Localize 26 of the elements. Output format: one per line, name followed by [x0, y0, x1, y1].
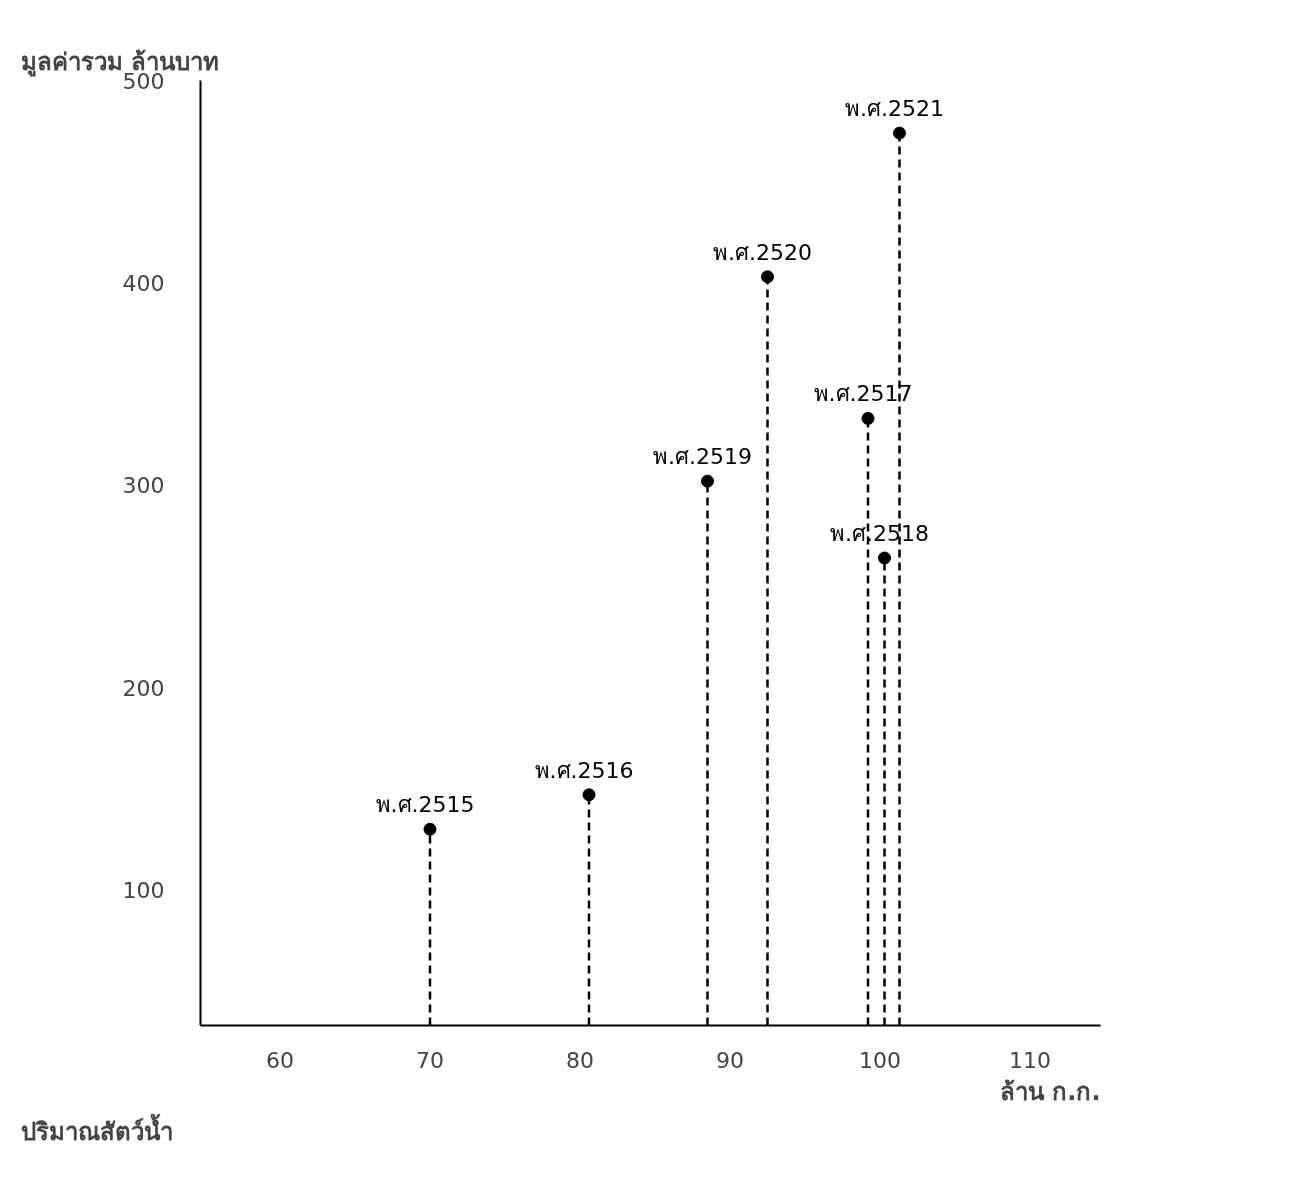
- x-tick-label: 110: [1009, 1047, 1051, 1073]
- point: [893, 126, 906, 140]
- data-label: พ.ศ.2519: [653, 444, 752, 470]
- x-axis-title: ปริมาณสัตว์น้ำ: [20, 1112, 173, 1146]
- y-tick-label: 100: [122, 877, 165, 903]
- x-tick-label: 60: [266, 1047, 294, 1073]
- point: [582, 788, 596, 802]
- y-tick-label: 400: [122, 270, 165, 296]
- point: [423, 822, 437, 836]
- point: [861, 411, 875, 425]
- y-tick-label: 300: [122, 473, 165, 499]
- data-label: พ.ศ.2520: [713, 239, 812, 265]
- point: [878, 551, 891, 565]
- x-tick-label: 100: [859, 1047, 901, 1073]
- x-tick-label: 90: [716, 1047, 744, 1073]
- y-tick-label: 200: [122, 675, 165, 701]
- data-label: พ.ศ.2521: [845, 96, 944, 122]
- data-label: พ.ศ.2516: [534, 757, 634, 783]
- data-label: พ.ศ.2518: [830, 521, 929, 547]
- x-tick-label: 80: [566, 1047, 594, 1073]
- text: ล้าน ก.ก.: [999, 1077, 1101, 1106]
- point: [761, 270, 774, 284]
- x-tick-label: 70: [416, 1047, 444, 1073]
- data-label: พ.ศ.2515: [375, 792, 475, 818]
- data-label: พ.ศ.2517: [813, 381, 913, 407]
- point: [701, 474, 714, 488]
